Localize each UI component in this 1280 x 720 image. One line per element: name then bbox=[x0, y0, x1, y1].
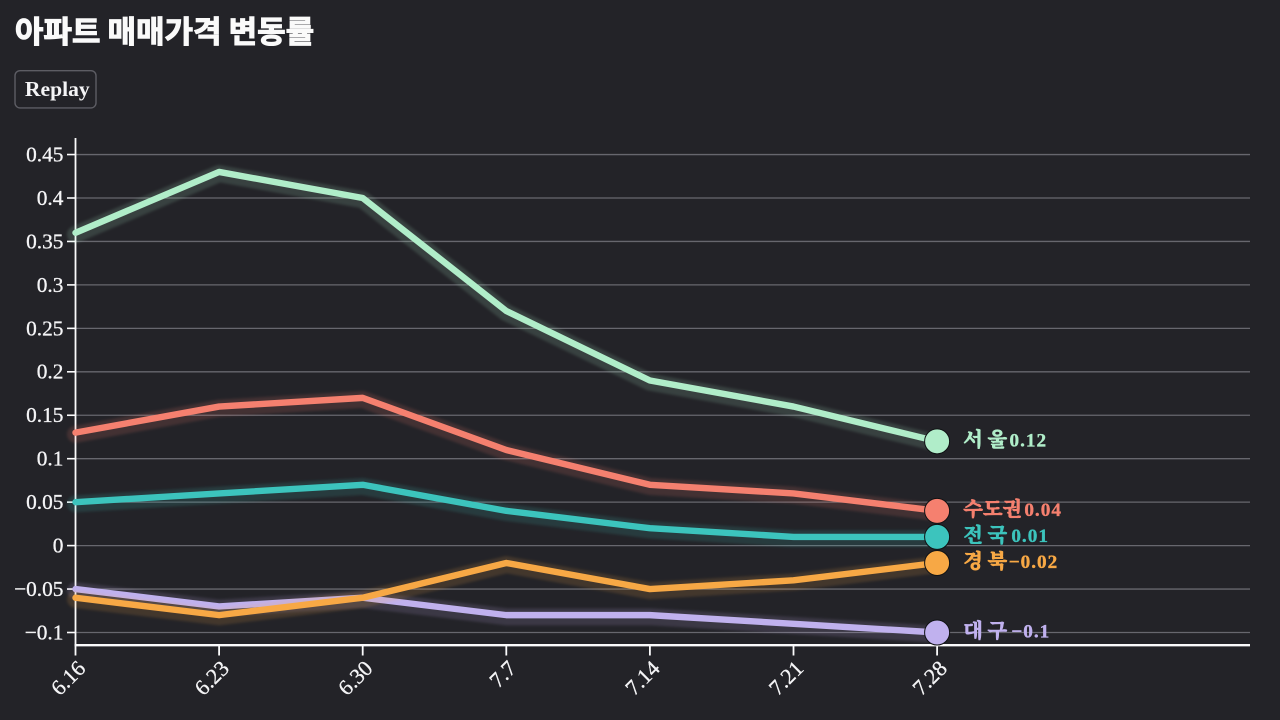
svg-text:−0.05: −0.05 bbox=[14, 577, 63, 601]
svg-text:0: 0 bbox=[53, 534, 64, 558]
svg-text:0.3: 0.3 bbox=[37, 273, 64, 297]
svg-text:0.1: 0.1 bbox=[37, 447, 64, 471]
svg-text:Replay: Replay bbox=[25, 77, 90, 101]
svg-text:0.05: 0.05 bbox=[26, 490, 63, 514]
svg-text:−0.1: −0.1 bbox=[1011, 622, 1050, 643]
svg-text:0.15: 0.15 bbox=[26, 403, 63, 427]
svg-text:−0.02: −0.02 bbox=[1009, 552, 1059, 573]
svg-text:0.12: 0.12 bbox=[1010, 430, 1048, 451]
svg-text:0.4: 0.4 bbox=[37, 186, 64, 210]
svg-text:0.04: 0.04 bbox=[1024, 500, 1062, 521]
svg-text:0.2: 0.2 bbox=[37, 360, 64, 384]
svg-text:−0.1: −0.1 bbox=[25, 620, 64, 644]
svg-text:0.45: 0.45 bbox=[26, 142, 63, 166]
svg-text:0.01: 0.01 bbox=[1011, 526, 1049, 547]
svg-text:0.35: 0.35 bbox=[26, 229, 63, 253]
svg-text:0.25: 0.25 bbox=[26, 316, 63, 340]
